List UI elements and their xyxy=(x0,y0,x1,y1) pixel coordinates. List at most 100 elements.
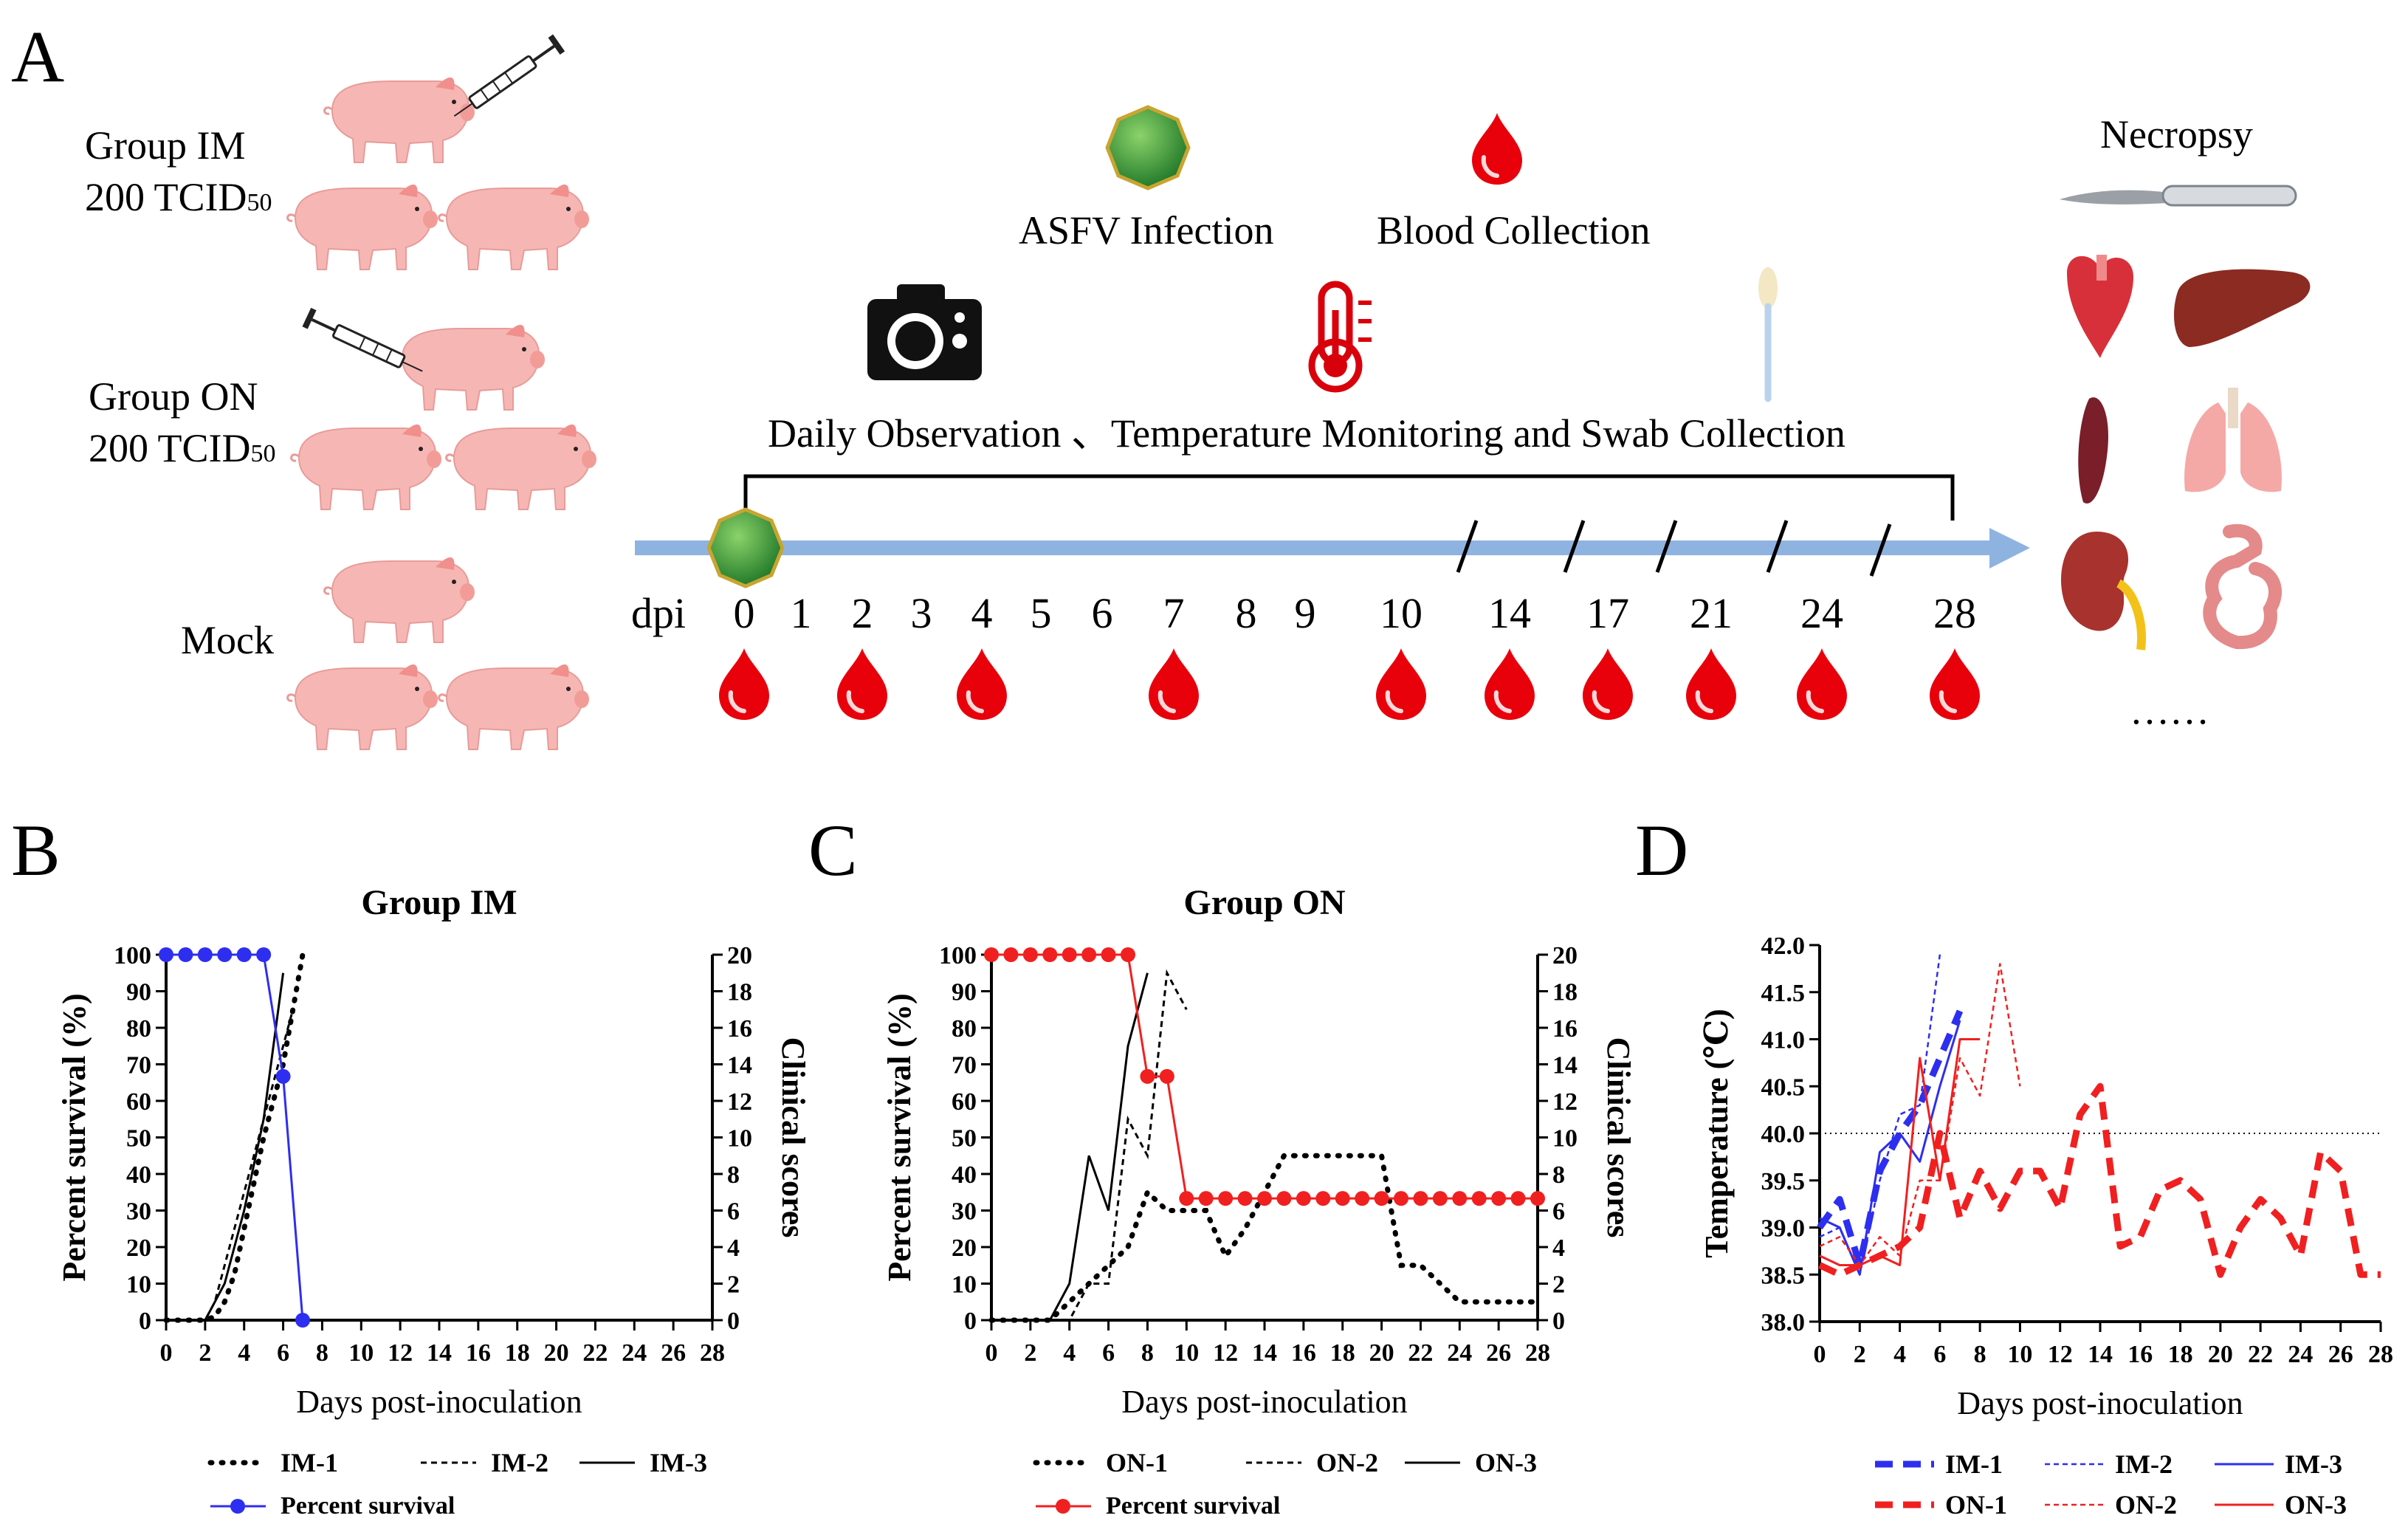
y-tick-label-right: 16 xyxy=(1552,1015,1578,1043)
legend-label: Percent survival xyxy=(281,1492,455,1520)
y-tick-label-right: 12 xyxy=(1552,1088,1578,1116)
series-line-on-3 xyxy=(991,972,1149,1322)
x-tick-label: 18 xyxy=(2168,1341,2193,1368)
survival-point xyxy=(1452,1191,1468,1206)
y-tick-label-right: 4 xyxy=(1552,1235,1565,1262)
y-axis-label-right: Clinical scores xyxy=(775,1037,811,1238)
x-tick-label: 10 xyxy=(348,1339,374,1367)
y-tick-label-left: 20 xyxy=(126,1235,151,1262)
survival-point xyxy=(1491,1191,1507,1206)
survival-point xyxy=(1530,1191,1545,1206)
y-tick-label-right: 14 xyxy=(1552,1052,1578,1079)
legend-label: IM-1 xyxy=(1945,1449,2003,1479)
blood-drop-icon xyxy=(1583,648,1633,720)
chart-group-im: Group IM01020304050607080901000246810121… xyxy=(56,883,811,1520)
camera-icon xyxy=(867,284,982,380)
series-line-im-1 xyxy=(163,952,306,1323)
x-tick-label: 16 xyxy=(466,1339,491,1367)
survival-point xyxy=(236,947,252,962)
legend-label: IM-3 xyxy=(2285,1449,2342,1479)
timeline-day-21: 21 xyxy=(1690,589,1733,637)
x-tick-label: 4 xyxy=(238,1339,250,1367)
legend-swatch-marker xyxy=(1056,1499,1070,1514)
panel-label-b: B xyxy=(11,809,61,891)
pig-icon xyxy=(323,556,476,644)
survival-point xyxy=(1140,1068,1155,1084)
y-tick-label-left: 0 xyxy=(964,1308,977,1335)
timeline-blood-drops xyxy=(719,648,1980,720)
timeline-arrow xyxy=(635,528,2030,569)
y-tick-label-right: 0 xyxy=(727,1308,740,1335)
y-tick-label-right: 6 xyxy=(727,1198,740,1226)
y-tick-label: 41.5 xyxy=(1761,980,1806,1007)
series-line-im-3 xyxy=(1819,1020,1961,1276)
observation-label: Daily Observation 、Temperature Monitorin… xyxy=(768,411,1845,456)
x-tick-label: 26 xyxy=(661,1339,686,1367)
legend-label: IM-1 xyxy=(281,1448,338,1477)
survival-point xyxy=(1374,1191,1389,1206)
legend-label: ON-1 xyxy=(1945,1490,2007,1520)
y-tick-label-right: 20 xyxy=(727,942,752,969)
x-tick-label: 16 xyxy=(1291,1339,1316,1367)
group-on-label: Group ON xyxy=(89,374,258,419)
y-tick-label-right: 6 xyxy=(1552,1198,1565,1226)
blood-drop-icon xyxy=(1472,113,1522,185)
x-tick-label: 18 xyxy=(1330,1339,1355,1367)
y-tick-label-left: 50 xyxy=(952,1125,977,1153)
series-line-on-1 xyxy=(1818,1082,2381,1278)
x-tick-label: 2 xyxy=(1024,1339,1036,1367)
blood-drop-icon xyxy=(719,648,769,720)
x-tick-label: 20 xyxy=(2208,1341,2233,1368)
survival-point xyxy=(1237,1191,1253,1206)
blood-drop-icon xyxy=(957,648,1007,720)
y-tick-label-left: 60 xyxy=(126,1088,151,1116)
y-tick-label-right: 10 xyxy=(1552,1125,1578,1153)
legend-label: ON-2 xyxy=(2115,1490,2177,1520)
y-tick-label-left: 20 xyxy=(952,1235,977,1262)
x-tick-label: 8 xyxy=(316,1339,328,1367)
group-im-dose: 200 TCID50 xyxy=(85,175,272,219)
x-tick-label: 24 xyxy=(2288,1341,2313,1368)
survival-point xyxy=(1022,947,1038,962)
group-im-label: Group IM xyxy=(85,123,245,168)
dpi-label: dpi xyxy=(631,589,686,637)
virus-icon xyxy=(706,507,785,588)
x-tick-label: 14 xyxy=(2088,1341,2113,1368)
y-tick-label: 42.0 xyxy=(1761,933,1806,960)
survival-point xyxy=(984,947,999,962)
x-tick-label: 28 xyxy=(700,1339,725,1367)
timeline-day-9: 9 xyxy=(1295,589,1316,637)
survival-point xyxy=(1394,1191,1408,1206)
survival-point xyxy=(1101,947,1116,962)
y-tick-label-left: 80 xyxy=(952,1015,977,1043)
y-tick-label-left: 80 xyxy=(126,1015,151,1043)
y-tick-label: 38.0 xyxy=(1761,1309,1806,1336)
survival-point xyxy=(1042,947,1058,962)
y-tick-label-left: 10 xyxy=(126,1271,151,1299)
blood-drop-icon xyxy=(1376,648,1426,720)
series-line-on-2 xyxy=(1819,963,2021,1266)
legend-label: ON-1 xyxy=(1106,1448,1168,1477)
x-tick-label: 26 xyxy=(2328,1341,2353,1368)
mock-label: Mock xyxy=(181,618,274,662)
blood-drop-icon xyxy=(1930,648,1980,720)
x-tick-label: 10 xyxy=(1174,1339,1199,1367)
y-tick-label-right: 2 xyxy=(727,1271,740,1299)
spleen-icon xyxy=(2078,397,2108,504)
necropsy-label: Necropsy xyxy=(2100,112,2253,157)
series-line-im-3 xyxy=(166,972,285,1322)
x-tick-label: 16 xyxy=(2127,1341,2153,1368)
timeline-day-1: 1 xyxy=(791,589,812,637)
x-tick-label: 14 xyxy=(427,1339,452,1367)
legend-swatch-marker xyxy=(230,1499,245,1514)
series-line-on-1 xyxy=(988,1153,1541,1323)
blood-drop-icon xyxy=(1686,648,1736,720)
pig-group-im xyxy=(286,32,591,271)
x-tick-label: 6 xyxy=(1933,1341,1946,1368)
kidney-icon xyxy=(2061,532,2146,650)
survival-point xyxy=(256,947,272,962)
survival-point xyxy=(217,947,233,962)
x-tick-label: 12 xyxy=(2048,1341,2073,1368)
y-tick-label-right: 12 xyxy=(727,1088,752,1116)
x-tick-label: 28 xyxy=(2368,1341,2393,1368)
